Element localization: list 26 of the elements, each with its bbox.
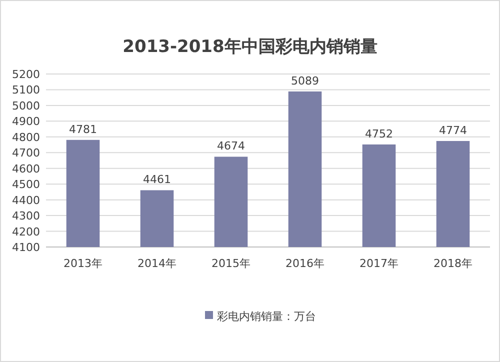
data-label: 4461 [143, 173, 171, 186]
y-tick-label: 4100 [12, 241, 40, 254]
x-tick-label: 2018年 [434, 257, 472, 270]
y-tick-label: 4700 [12, 146, 40, 160]
y-tick-label: 4900 [12, 115, 40, 128]
data-label: 4774 [439, 124, 467, 137]
data-label: 4752 [365, 127, 393, 140]
y-tick-label: 4500 [12, 178, 40, 192]
x-tick-label: 2014年 [138, 257, 176, 270]
data-label: 4674 [217, 140, 245, 153]
data-label: 5089 [291, 74, 319, 88]
x-tick-label: 2016年 [286, 257, 324, 270]
y-tick-label: 4400 [12, 194, 40, 207]
y-tick-label: 4800 [12, 130, 40, 144]
y-tick-label: 4600 [12, 162, 40, 176]
y-tick-label: 4300 [12, 210, 40, 223]
data-label: 4781 [69, 122, 97, 136]
chart-title: 2013-2018年中国彩电内销销量 [122, 37, 378, 57]
y-tick-label: 4200 [12, 225, 40, 238]
legend-label: 彩电内销销量：万台 [217, 310, 316, 323]
x-tick-label: 2013年 [64, 257, 102, 270]
x-tick-label: 2017年 [360, 257, 398, 270]
y-tick-label: 5200 [12, 68, 40, 81]
y-tick-label: 5100 [12, 84, 40, 97]
x-tick-label: 2015年 [212, 257, 250, 270]
y-tick-label: 5000 [12, 99, 40, 112]
